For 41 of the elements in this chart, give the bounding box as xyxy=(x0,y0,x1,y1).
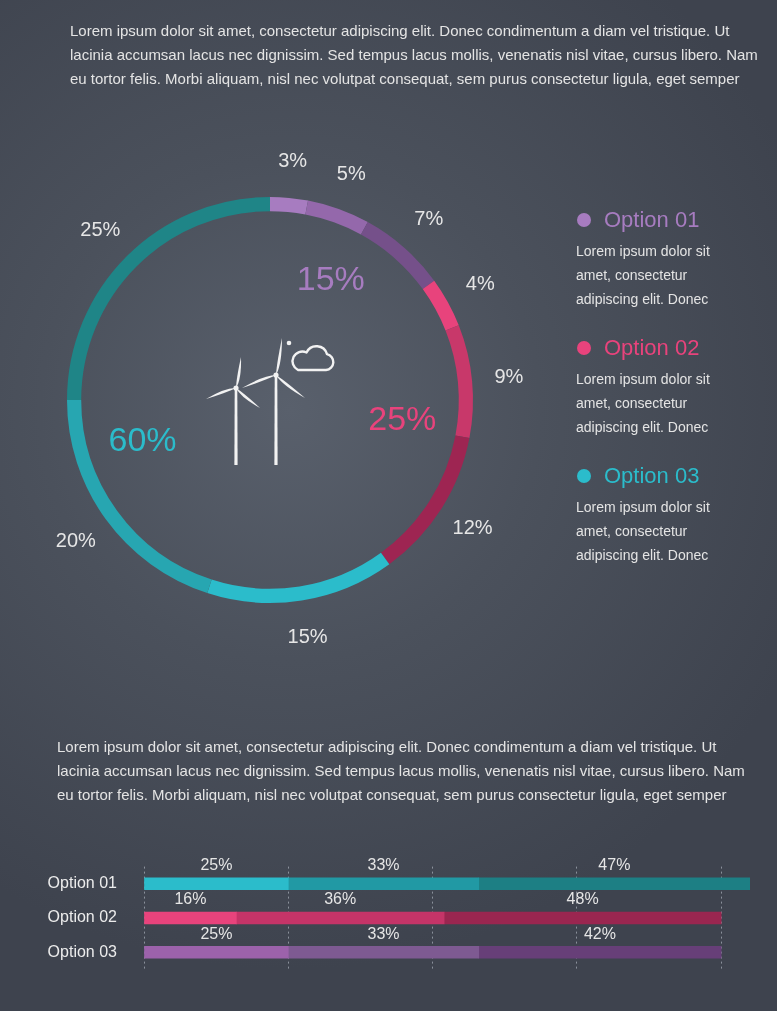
data-label: 25% xyxy=(200,924,233,942)
bar xyxy=(236,911,445,925)
bar xyxy=(443,911,722,925)
text: Lorem ipsum dolor sit amet, consectetur adipiscing elit. Donec xyxy=(576,370,711,437)
text: Lorem ipsum dolor sit amet, consectetur adipiscing elit. Donec xyxy=(576,498,711,565)
category-label: Option 01 xyxy=(604,206,700,234)
data-label: 20% xyxy=(55,528,97,551)
data-label: 33% xyxy=(367,924,400,942)
chart-subtitle: Lorem ipsum dolor sit amet, consectetur adipiscing elit. Donec condimentum a diam vel tristique. Ut lacinia accumsan lacus nec dignissim. Sed tempus lacus mollis, venenatis nisl vitae, cursus libero. Nam eu tortor felis. Morbi aliquam, nisl nec volutpat consequat, sem purus consectetur ligula, eget semper xyxy=(70,21,759,89)
chart-subtitle: Lorem ipsum dolor sit amet, consectetur adipiscing elit. Donec condimentum a diam vel tristique. Ut lacinia accumsan lacus nec dignissim. Sed tempus lacus mollis, venenatis nisl vitae, cursus libero. Nam eu tortor felis. Morbi aliquam, nisl nec volutpat consequat, sem purus consectetur ligula, eget semper xyxy=(57,737,746,805)
data-label: 25% xyxy=(80,217,121,240)
y-tick-label: Option 03 xyxy=(47,942,118,960)
text: 60% xyxy=(108,419,177,458)
text: 25% xyxy=(368,399,437,438)
bar xyxy=(144,945,289,959)
data-label: 7% xyxy=(414,207,444,230)
data-label: 15% xyxy=(287,624,328,647)
bar xyxy=(287,945,480,959)
data-label: 47% xyxy=(598,856,631,874)
data-label: 9% xyxy=(494,364,524,387)
bar xyxy=(478,945,722,959)
data-label: 4% xyxy=(465,271,495,294)
category-label: Option 03 xyxy=(604,462,700,490)
data-label: 33% xyxy=(367,856,400,874)
text: Lorem ipsum dolor sit amet, consectetur adipiscing elit. Donec xyxy=(576,242,711,309)
bar xyxy=(144,877,289,891)
bar xyxy=(144,911,237,925)
data-label: 25% xyxy=(200,856,233,874)
data-label: 48% xyxy=(566,890,599,908)
category-label: Option 02 xyxy=(604,334,700,362)
bar xyxy=(478,877,750,891)
text: 15% xyxy=(296,259,365,297)
data-label: 36% xyxy=(324,890,357,908)
data-label: 12% xyxy=(452,516,493,539)
data-label: 3% xyxy=(278,148,308,171)
data-label: 16% xyxy=(174,890,207,908)
y-tick-label: Option 01 xyxy=(47,874,118,892)
data-label: 42% xyxy=(583,924,616,942)
data-label: 5% xyxy=(336,161,366,184)
bar xyxy=(287,877,480,891)
y-tick-label: Option 02 xyxy=(47,908,118,926)
